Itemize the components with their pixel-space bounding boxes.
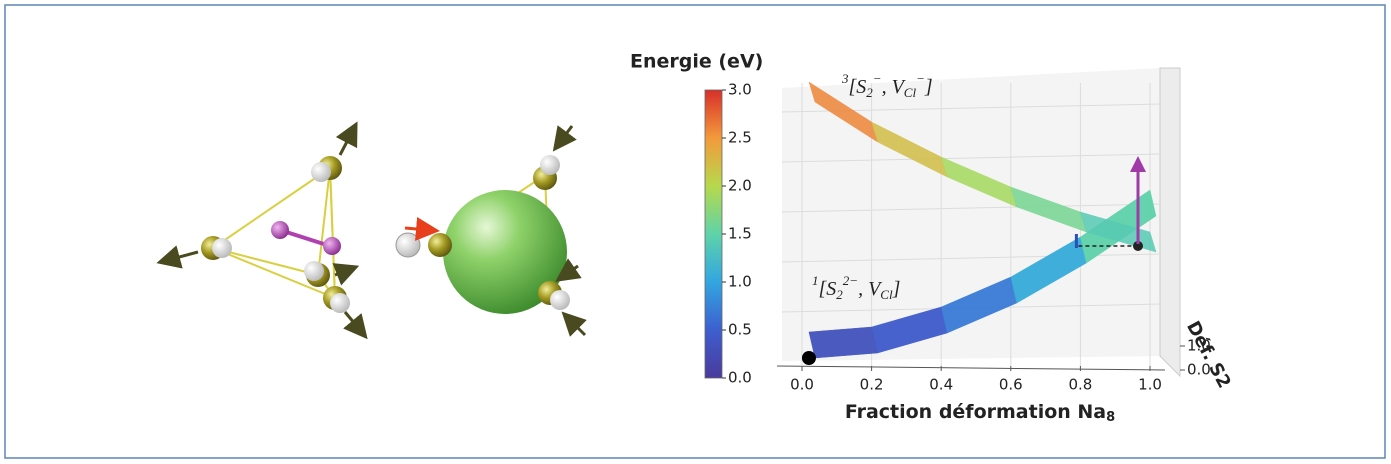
label-part: Cl [904,85,917,100]
colorbar-title: Energie (eV) [630,51,763,73]
end-point [1133,241,1143,251]
colorbar-tick-label: 3.0 [728,81,752,99]
colorbar [704,89,723,379]
x-label-sub: 8 [1106,410,1115,425]
side-pane [1159,67,1181,378]
label-part: [S [819,278,837,300]
label-part: , V [858,278,883,300]
colorbar-tick-label: 0.5 [728,321,752,339]
colorbar-tick-label: 0.0 [728,369,752,387]
grid-line [781,203,1161,213]
x-tick-label: 0.0 [790,376,814,394]
grid-line [781,153,1161,163]
colorbar-tick-label: 1.0 [728,273,752,291]
label-part: [S [849,76,867,98]
x-axis-label: Fraction déformation Na8 [845,401,1115,425]
label-part: 2− [843,273,858,288]
x-tick-label: 0.4 [929,376,953,394]
x-label-main: Fraction déformation Na [845,401,1106,423]
label-part: 3 [841,71,849,86]
label-part: 1 [812,273,819,288]
colorbar-tick-label: 1.5 [728,225,752,243]
depth-tick-label: 0.0 [1187,361,1211,379]
label-part: , V [882,76,907,98]
curve-label: 1[S22−, VCl] [812,273,900,302]
label-part: Cl [880,287,893,302]
colorbar-tick-label: 2.5 [728,129,752,147]
x-tick-label: 0.2 [860,376,884,394]
label-part: ] [892,278,901,300]
x-tick-label: 1.0 [1138,376,1162,394]
ribbon-segment [808,326,878,359]
arrow-head [1130,156,1146,172]
label-part: 2 [866,85,873,100]
label-part: ] [924,76,933,98]
x-axis [776,365,1166,371]
molecule-left [156,121,368,340]
label-part: − [916,71,925,86]
label-part: − [873,71,882,86]
start-point [801,351,816,365]
x-tick-label: 0.6 [999,376,1023,394]
depth-tick-label: 1.0 [1187,337,1211,355]
x-tick-label: 0.8 [1068,376,1092,394]
label-part: 2 [836,287,843,302]
molecule-middle [395,125,587,337]
curve-label: 3[S2−, VCl−] [841,71,933,100]
colorbar-tick-label: 2.0 [728,177,752,195]
